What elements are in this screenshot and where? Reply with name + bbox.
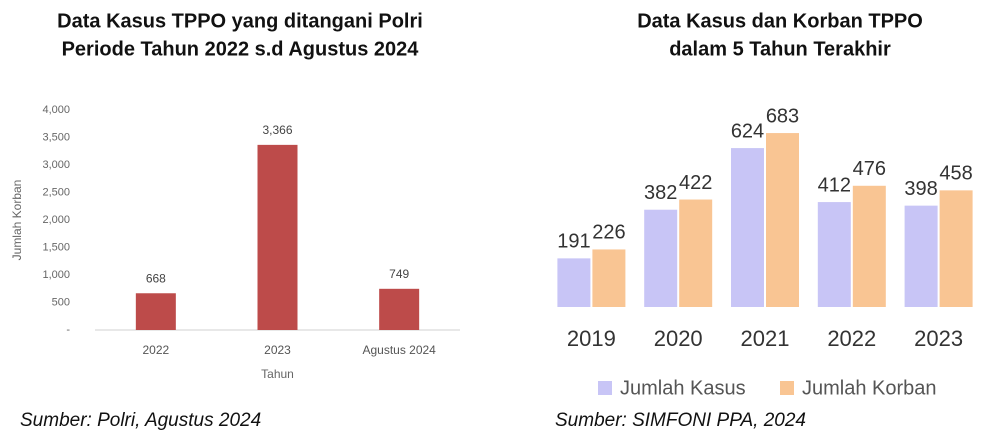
- y-tick-label: 3,500: [42, 131, 70, 143]
- value-label: 624: [731, 120, 764, 142]
- bar: [592, 249, 626, 307]
- x-tick-label: 2023: [914, 326, 963, 351]
- x-tick-label: 2023: [264, 343, 291, 357]
- legend-label: Jumlah Korban: [802, 377, 937, 399]
- y-tick-label: 2,500: [42, 186, 70, 198]
- y-tick-label: 3,000: [42, 159, 70, 171]
- y-tick-label: 1,000: [42, 269, 70, 281]
- source-note: Sumber: Polri, Agustus 2024: [20, 410, 261, 431]
- value-label: 749: [389, 267, 409, 281]
- y-tick-label: 1,500: [42, 241, 70, 253]
- chart-title: Data Kasus dan Korban TPPO: [637, 10, 923, 32]
- value-label: 422: [679, 172, 712, 194]
- bar: [679, 199, 713, 307]
- x-tick-label: Agustus 2024: [362, 343, 436, 357]
- x-tick-label: 2021: [741, 326, 790, 351]
- bar: [817, 202, 851, 307]
- chart-title: Data Kasus TPPO yang ditangani Polri: [57, 10, 423, 32]
- bar: [379, 288, 420, 330]
- value-label: 476: [853, 158, 886, 180]
- value-label: 398: [904, 178, 937, 200]
- value-label: 683: [766, 105, 799, 127]
- value-label: 382: [644, 182, 677, 204]
- x-tick-label: 2022: [142, 343, 169, 357]
- x-tick-label: 2020: [654, 326, 703, 351]
- bar: [135, 293, 176, 330]
- chart-title: dalam 5 Tahun Terakhir: [669, 38, 891, 60]
- value-label: 191: [557, 231, 590, 253]
- bar: [766, 133, 799, 307]
- chart-title: Periode Tahun 2022 s.d Agustus 2024: [62, 38, 420, 60]
- legend-swatch: [598, 381, 612, 395]
- y-tick-label: 500: [52, 296, 70, 308]
- source-note: Sumber: SIMFONI PPA, 2024: [555, 410, 806, 431]
- y-tick-label: -: [66, 324, 70, 336]
- y-axis-label: Jumlah Korban: [10, 180, 24, 261]
- legend-label: Jumlah Kasus: [620, 377, 746, 399]
- bar: [644, 209, 678, 307]
- bar: [257, 144, 298, 330]
- value-label: 412: [818, 174, 851, 196]
- value-label: 458: [939, 163, 972, 185]
- legend-swatch: [780, 381, 794, 395]
- bar: [939, 190, 973, 307]
- y-tick-label: 2,000: [42, 214, 70, 226]
- bar: [731, 148, 764, 307]
- bar: [852, 185, 886, 307]
- x-tick-label: 2022: [827, 326, 876, 351]
- value-label: 3,366: [262, 123, 292, 137]
- bar: [557, 258, 591, 307]
- bar: [904, 205, 938, 307]
- x-axis-label: Tahun: [261, 367, 294, 381]
- x-tick-label: 2019: [567, 326, 616, 351]
- value-label: 226: [592, 222, 625, 244]
- value-label: 668: [146, 271, 166, 285]
- y-tick-label: 4,000: [42, 104, 70, 116]
